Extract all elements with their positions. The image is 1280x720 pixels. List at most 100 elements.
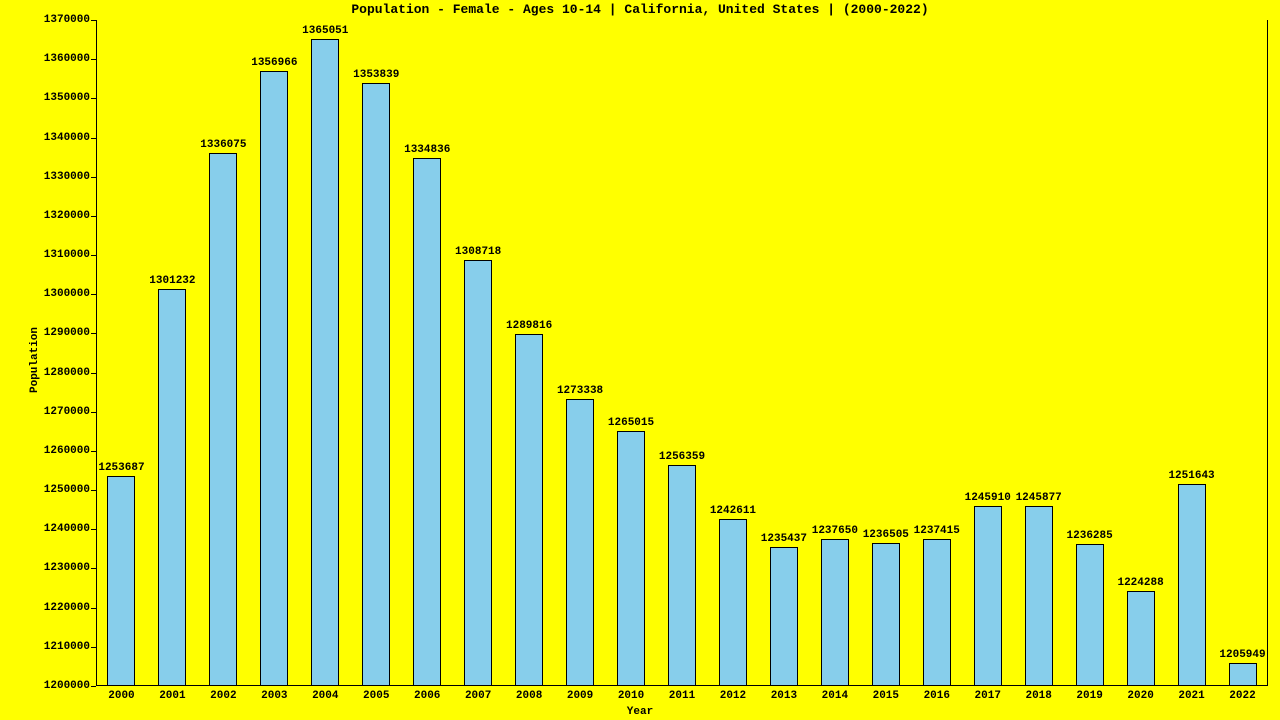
y-tick-label: 1280000 bbox=[44, 367, 90, 379]
bar: 12374152016 bbox=[923, 20, 951, 686]
bar-value-label: 1256359 bbox=[659, 451, 705, 463]
bar: 12426112012 bbox=[719, 20, 747, 686]
chart-title: Population - Female - Ages 10-14 | Calif… bbox=[0, 2, 1280, 17]
bar: 12458772018 bbox=[1025, 20, 1053, 686]
x-tick-label: 2007 bbox=[465, 690, 491, 702]
bar-rect bbox=[1025, 506, 1053, 686]
bar-rect bbox=[1178, 484, 1206, 686]
y-tick-label: 1360000 bbox=[44, 53, 90, 65]
bar: 12459102017 bbox=[974, 20, 1002, 686]
plot-area: 1200000121000012200001230000124000012500… bbox=[96, 20, 1268, 686]
bar: 12059492022 bbox=[1229, 20, 1257, 686]
bar-value-label: 1245877 bbox=[1016, 492, 1062, 504]
y-tick-label: 1220000 bbox=[44, 602, 90, 614]
x-tick-label: 2005 bbox=[363, 690, 389, 702]
x-tick-label: 2019 bbox=[1076, 690, 1102, 702]
y-tick-mark bbox=[91, 686, 96, 687]
bar: 12242882020 bbox=[1127, 20, 1155, 686]
x-tick-label: 2000 bbox=[108, 690, 134, 702]
bar-rect bbox=[107, 476, 135, 686]
bar-rect bbox=[158, 289, 186, 686]
x-tick-label: 2013 bbox=[771, 690, 797, 702]
x-tick-label: 2017 bbox=[975, 690, 1001, 702]
bar-value-label: 1251643 bbox=[1168, 470, 1214, 482]
bar: 12733382009 bbox=[566, 20, 594, 686]
bar-value-label: 1224288 bbox=[1117, 577, 1163, 589]
y-tick-label: 1200000 bbox=[44, 680, 90, 692]
bar-rect bbox=[260, 71, 288, 686]
y-tick-label: 1370000 bbox=[44, 14, 90, 26]
x-tick-label: 2009 bbox=[567, 690, 593, 702]
bar-rect bbox=[872, 543, 900, 686]
y-tick-label: 1310000 bbox=[44, 249, 90, 261]
bar-rect bbox=[1229, 663, 1257, 686]
bar-rect bbox=[464, 260, 492, 686]
bar: 12516432021 bbox=[1178, 20, 1206, 686]
bar-rect bbox=[974, 506, 1002, 686]
bar: 12362852019 bbox=[1076, 20, 1104, 686]
y-tick-label: 1240000 bbox=[44, 523, 90, 535]
bar-rect bbox=[770, 547, 798, 686]
y-tick-label: 1270000 bbox=[44, 406, 90, 418]
bar-rect bbox=[413, 158, 441, 686]
bar: 12563592011 bbox=[668, 20, 696, 686]
x-tick-label: 2002 bbox=[210, 690, 236, 702]
y-tick-label: 1250000 bbox=[44, 484, 90, 496]
bar-value-label: 1253687 bbox=[98, 462, 144, 474]
population-bar-chart: Population - Female - Ages 10-14 | Calif… bbox=[0, 0, 1280, 720]
y-tick-label: 1300000 bbox=[44, 288, 90, 300]
bar: 12376502014 bbox=[821, 20, 849, 686]
bars-container: 12536872000 13012322001 13360752002 1356966… bbox=[96, 20, 1268, 686]
bar-rect bbox=[719, 519, 747, 686]
bar-value-label: 1273338 bbox=[557, 385, 603, 397]
y-tick-label: 1260000 bbox=[44, 445, 90, 457]
bar: 12536872000 bbox=[107, 20, 135, 686]
x-tick-label: 2014 bbox=[822, 690, 848, 702]
bar-value-label: 1336075 bbox=[200, 139, 246, 151]
bar-rect bbox=[617, 431, 645, 686]
x-tick-label: 2003 bbox=[261, 690, 287, 702]
bar-value-label: 1289816 bbox=[506, 320, 552, 332]
bar: 12898162008 bbox=[515, 20, 543, 686]
x-tick-label: 2016 bbox=[924, 690, 950, 702]
bar-value-label: 1236505 bbox=[863, 529, 909, 541]
bar: 13569662003 bbox=[260, 20, 288, 686]
bar-value-label: 1236285 bbox=[1067, 530, 1113, 542]
bar: 13348362006 bbox=[413, 20, 441, 686]
y-tick-label: 1340000 bbox=[44, 132, 90, 144]
x-tick-label: 2006 bbox=[414, 690, 440, 702]
x-axis-label: Year bbox=[0, 706, 1280, 718]
bar-value-label: 1205949 bbox=[1219, 649, 1265, 661]
bar-rect bbox=[515, 334, 543, 686]
x-tick-label: 2020 bbox=[1127, 690, 1153, 702]
bar-rect bbox=[821, 539, 849, 686]
bar-value-label: 1356966 bbox=[251, 57, 297, 69]
x-tick-label: 2011 bbox=[669, 690, 695, 702]
bar-value-label: 1242611 bbox=[710, 505, 756, 517]
x-tick-label: 2010 bbox=[618, 690, 644, 702]
bar-rect bbox=[311, 39, 339, 686]
bar-rect bbox=[668, 465, 696, 686]
bar: 13012322001 bbox=[158, 20, 186, 686]
bar-rect bbox=[923, 539, 951, 686]
bar-value-label: 1353839 bbox=[353, 69, 399, 81]
bar: 12650152010 bbox=[617, 20, 645, 686]
bar: 13360752002 bbox=[209, 20, 237, 686]
bar: 13087182007 bbox=[464, 20, 492, 686]
x-tick-label: 2004 bbox=[312, 690, 338, 702]
y-tick-label: 1330000 bbox=[44, 171, 90, 183]
bar-rect bbox=[1127, 591, 1155, 686]
x-tick-label: 2018 bbox=[1025, 690, 1051, 702]
y-tick-label: 1230000 bbox=[44, 562, 90, 574]
y-tick-label: 1350000 bbox=[44, 92, 90, 104]
x-tick-label: 2008 bbox=[516, 690, 542, 702]
bar-value-label: 1237650 bbox=[812, 525, 858, 537]
y-axis-label: Population bbox=[29, 327, 41, 393]
y-tick-label: 1320000 bbox=[44, 210, 90, 222]
bar: 12365052015 bbox=[872, 20, 900, 686]
bar-rect bbox=[209, 153, 237, 686]
bar: 13650512004 bbox=[311, 20, 339, 686]
bar: 12354372013 bbox=[770, 20, 798, 686]
y-tick-label: 1210000 bbox=[44, 641, 90, 653]
y-tick-label: 1290000 bbox=[44, 327, 90, 339]
